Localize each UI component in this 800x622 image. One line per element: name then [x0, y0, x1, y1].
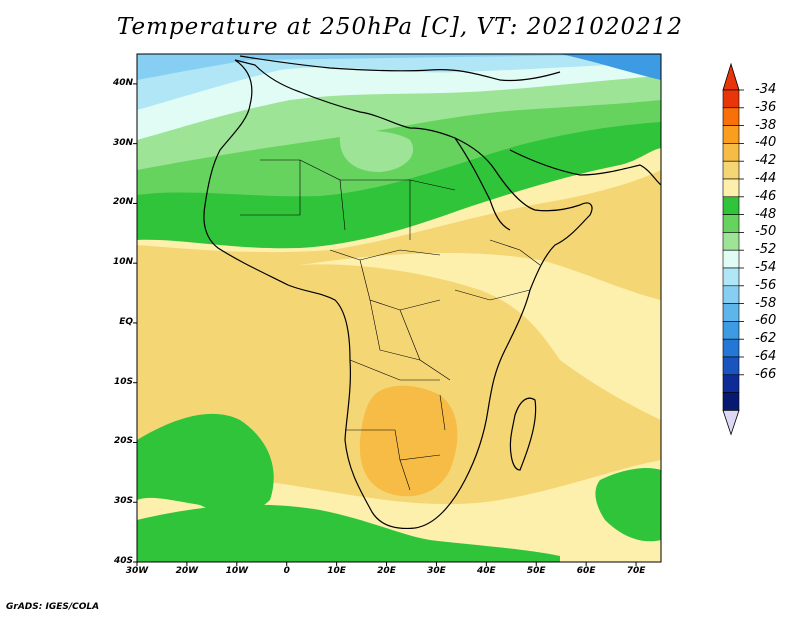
colorbar-label: -34 — [755, 82, 777, 97]
longitude-label: 0 — [283, 566, 290, 576]
latitude-label: 20S — [113, 436, 133, 447]
longitude-label: 60E — [576, 566, 596, 576]
colorbar-label: -48 — [755, 206, 777, 222]
latitude-label: 30N — [112, 137, 133, 148]
longitude-label: 20E — [377, 566, 396, 576]
colorbar-label: -36 — [755, 99, 777, 115]
field-blue-light-north — [137, 54, 661, 110]
colorbar-swatch — [722, 89, 740, 109]
colorbar-swatch — [722, 356, 740, 376]
colorbar-label: -38 — [755, 117, 777, 133]
axis-ticks — [133, 83, 637, 566]
colorbar-swatch — [722, 196, 740, 215]
colorbar-swatch — [722, 178, 740, 198]
colorbar-swatch — [722, 214, 740, 233]
colorbar-swatch — [722, 249, 740, 269]
longitude-label: 10E — [327, 566, 346, 576]
field-green-southeast — [595, 468, 661, 542]
colorbar-swatch — [722, 374, 740, 393]
software-credit: GrADS: IGES/COLA — [6, 602, 100, 612]
colorbar-label: -64 — [755, 349, 777, 364]
field-blue-mid-north — [137, 54, 661, 80]
longitude-label: 10W — [225, 566, 249, 576]
colorbar-swatch — [722, 392, 740, 411]
plot-title: Temperature at 250hPa [C], VT: 202102021… — [116, 14, 684, 40]
field-green-libya — [339, 130, 414, 172]
longitude-label: 30W — [125, 566, 149, 576]
colorbar-top-arrow — [722, 62, 740, 91]
colorbar-label: -40 — [755, 135, 777, 151]
colorbar-swatch — [722, 107, 740, 126]
red-sea-coast — [454, 137, 511, 231]
latitude-label: 10S — [113, 376, 133, 387]
colorbar-swatch — [722, 267, 740, 287]
colorbar-swatch — [722, 321, 740, 340]
colorbar-swatch — [722, 125, 740, 144]
colorbar — [722, 62, 744, 436]
colorbar-swatch — [722, 303, 740, 322]
coastlines — [203, 55, 661, 530]
field-mild-central — [300, 253, 661, 420]
country-borders — [240, 159, 541, 491]
colorbar-label: -62 — [755, 331, 777, 347]
colorbar-swatch — [722, 143, 740, 162]
latitude-label: 20N — [112, 197, 133, 208]
colorbar-label: -54 — [755, 260, 777, 275]
mediterranean-coast — [239, 55, 561, 82]
field-hot-south — [359, 385, 458, 497]
arabia-coast — [509, 149, 661, 186]
colorbar-label: -60 — [755, 313, 777, 329]
field-blue-deep-north — [560, 54, 661, 80]
colorbar-label: -42 — [755, 153, 777, 169]
colorbar-swatch — [722, 160, 740, 180]
colorbar-label: -58 — [755, 295, 777, 311]
colorbar-label: -46 — [755, 188, 777, 204]
longitude-label: 70E — [626, 566, 646, 576]
latitude-label: 10N — [112, 257, 133, 268]
colorbar-label: -44 — [755, 171, 777, 186]
field-green-southwest — [137, 413, 274, 514]
latitude-label: 30S — [113, 496, 133, 507]
temperature-field — [137, 54, 661, 562]
longitude-label: 40E — [476, 566, 496, 576]
longitude-label: 20W — [175, 566, 199, 576]
longitude-label: 30E — [427, 566, 446, 576]
latitude-label: 40S — [113, 556, 133, 566]
colorbar-bottom-arrow — [722, 409, 740, 436]
colorbar-label: -52 — [755, 242, 777, 258]
colorbar-label: -66 — [755, 366, 777, 382]
colorbar-label: -56 — [755, 277, 777, 293]
colorbar-label: -50 — [755, 224, 777, 240]
colorbar-swatch — [722, 232, 740, 251]
colorbar-swatch — [722, 285, 740, 304]
longitude-label: 50E — [526, 566, 546, 576]
field-green-south — [137, 504, 560, 562]
madagascar-coastline — [509, 397, 537, 471]
latitude-label: EQ — [119, 316, 133, 327]
colorbar-swatch — [722, 338, 740, 358]
latitude-label: 40N — [112, 77, 133, 88]
map-frame — [136, 53, 662, 563]
